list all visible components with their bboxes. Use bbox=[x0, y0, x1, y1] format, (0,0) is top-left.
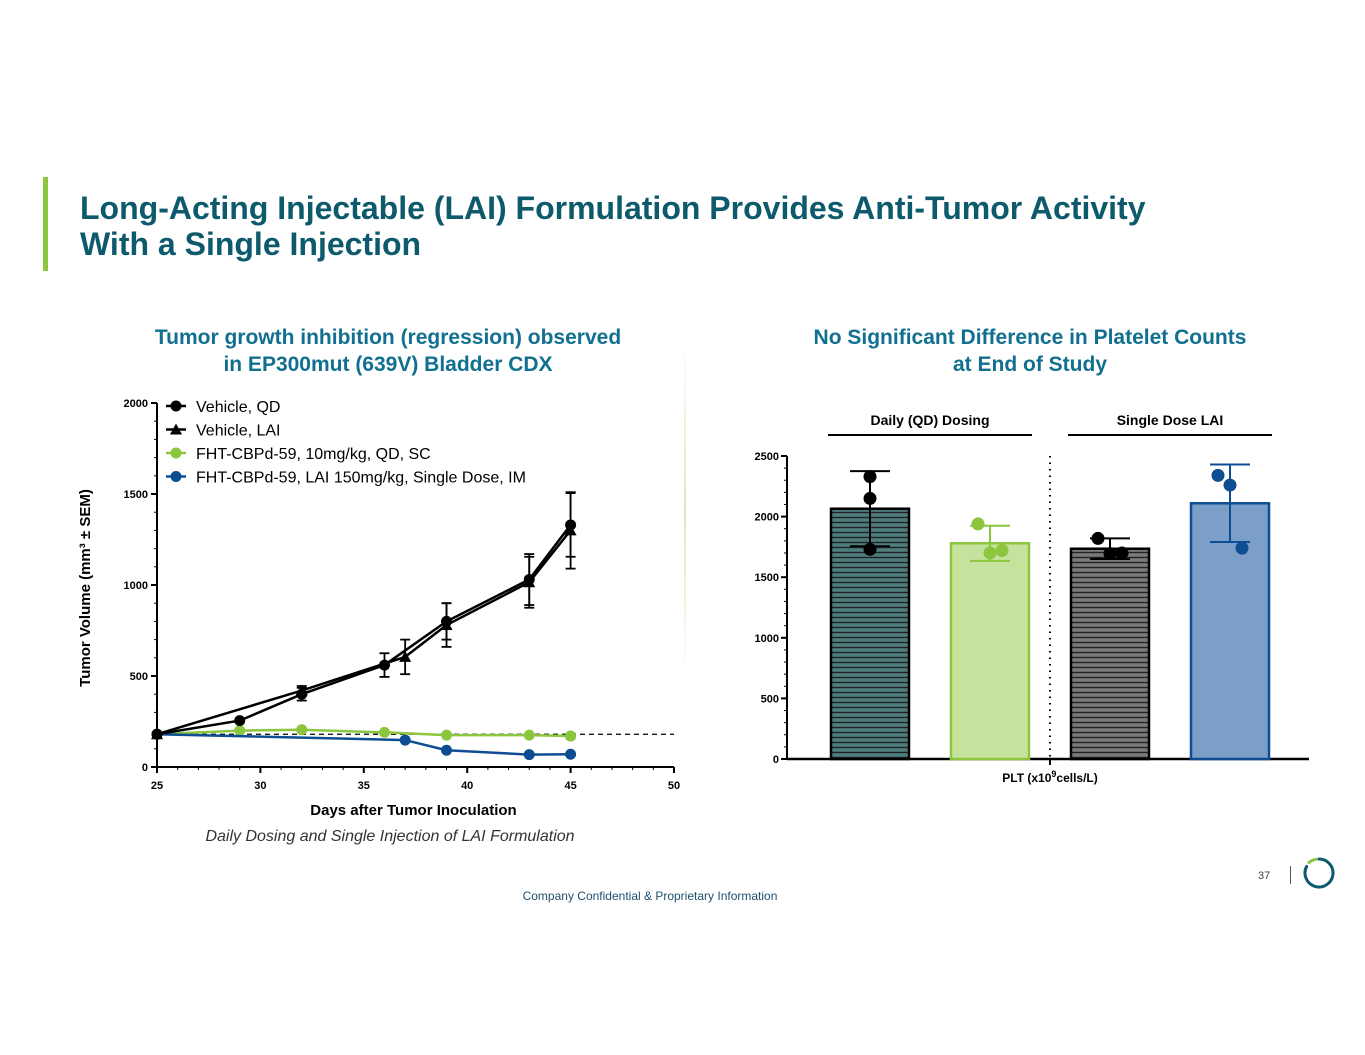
bar bbox=[1069, 547, 1151, 761]
data-point bbox=[565, 748, 577, 760]
data-point bbox=[441, 615, 453, 627]
y-tick-label: 500 bbox=[130, 671, 148, 683]
data-point bbox=[523, 729, 535, 741]
individual-data-point bbox=[1211, 468, 1225, 482]
platelet-chart-title-line2: at End of Study bbox=[953, 353, 1107, 376]
legend-marker bbox=[170, 400, 182, 412]
tumor-chart-title: Tumor growth inhibition (regression) obs… bbox=[98, 324, 678, 378]
y-tick-label: 2000 bbox=[755, 512, 779, 524]
legend-marker bbox=[170, 423, 182, 435]
y-tick-label: 2500 bbox=[755, 451, 779, 463]
title-accent-bar bbox=[43, 177, 48, 271]
y-tick-label: 1500 bbox=[755, 572, 779, 584]
bar bbox=[1189, 502, 1271, 761]
group-label: Daily (QD) Dosing bbox=[870, 412, 989, 428]
legend-label: FHT-CBPd-59, 10mg/kg, QD, SC bbox=[196, 446, 431, 463]
data-point bbox=[234, 715, 246, 727]
panel-divider bbox=[684, 340, 686, 680]
page-number: 37 bbox=[1258, 870, 1271, 882]
x-tick-label: 40 bbox=[461, 780, 473, 792]
legend-label: Vehicle, QD bbox=[196, 399, 280, 416]
data-point bbox=[296, 724, 308, 736]
individual-data-point bbox=[1103, 547, 1117, 561]
x-axis-label-superscript: 9 bbox=[1051, 769, 1056, 779]
slide-title-line1: Long-Acting Injectable (LAI) Formulation… bbox=[80, 190, 1146, 226]
x-tick-label: 30 bbox=[254, 780, 266, 792]
individual-data-point bbox=[983, 546, 997, 560]
data-point bbox=[399, 734, 411, 746]
data-point bbox=[296, 688, 308, 700]
series-line bbox=[156, 529, 572, 736]
x-axis-label: Days after Tumor Inoculation bbox=[310, 802, 516, 819]
individual-data-point bbox=[863, 542, 877, 556]
individual-data-point bbox=[1235, 541, 1249, 555]
tumor-volume-line-chart: 0 500 1000 1500 2000 25 30 35 40 45 50 Days after T… bbox=[77, 398, 680, 819]
y-tick-label: 1000 bbox=[124, 580, 148, 592]
series-line bbox=[156, 732, 571, 756]
legend-label: FHT-CBPd-59, LAI 150mg/kg, Single Dose, … bbox=[196, 470, 526, 487]
y-axis-label: Tumor Volume (mm³ ± SEM) bbox=[77, 489, 94, 687]
tumor-chart-title-line2: in EP300mut (639V) Bladder CDX bbox=[223, 353, 553, 376]
individual-data-point bbox=[971, 517, 985, 531]
platelet-chart-title-line1: No Significant Difference in Platelet Co… bbox=[813, 326, 1247, 349]
x-tick-label: 25 bbox=[151, 780, 163, 792]
platelet-bar-chart: 0 500 1000 1500 2000 2500 Daily (QD) Dosing Sin… bbox=[755, 412, 1309, 785]
platelet-chart-title: No Significant Difference in Platelet Co… bbox=[760, 324, 1300, 378]
page-separator bbox=[1290, 866, 1291, 884]
data-point bbox=[151, 728, 163, 740]
footer-text: Company Confidential & Proprietary Infor… bbox=[522, 889, 778, 903]
x-axis-label-suffix: cells/L) bbox=[1056, 771, 1097, 785]
group-label: Single Dose LAI bbox=[1117, 412, 1224, 428]
chart-caption: Daily Dosing and Single Injection of LAI… bbox=[205, 828, 575, 845]
data-point bbox=[378, 726, 390, 738]
tumor-chart-title-line1: Tumor growth inhibition (regression) obs… bbox=[154, 326, 622, 349]
data-point bbox=[523, 574, 535, 586]
y-tick-label: 0 bbox=[142, 762, 148, 774]
y-tick-label: 2000 bbox=[124, 398, 148, 410]
y-tick-label: 1500 bbox=[124, 489, 148, 501]
data-point bbox=[565, 730, 577, 742]
x-axis-label: PLT (x109cells/L) bbox=[1002, 769, 1098, 785]
individual-data-point bbox=[863, 470, 877, 484]
data-point bbox=[565, 519, 577, 531]
x-tick-label: 35 bbox=[358, 780, 370, 792]
y-tick-label: 1000 bbox=[755, 633, 779, 645]
data-point bbox=[234, 725, 246, 737]
legend-label: Vehicle, LAI bbox=[196, 423, 281, 440]
x-tick-label: 45 bbox=[564, 780, 576, 792]
individual-data-point bbox=[1115, 546, 1129, 560]
data-point bbox=[523, 749, 535, 761]
individual-data-point bbox=[863, 491, 877, 505]
individual-data-point bbox=[995, 544, 1009, 558]
data-point-triangle bbox=[399, 650, 412, 662]
data-point bbox=[441, 729, 453, 741]
data-point bbox=[441, 744, 453, 756]
individual-data-point bbox=[1091, 531, 1105, 545]
x-tick-label: 50 bbox=[668, 780, 680, 792]
circular-arc-logo-icon bbox=[1303, 857, 1335, 889]
x-axis-label-prefix: PLT (x10 bbox=[1002, 771, 1051, 785]
slide-title-line2: With a Single Injection bbox=[80, 226, 422, 262]
y-tick-label: 500 bbox=[761, 693, 779, 705]
series-line bbox=[156, 524, 572, 736]
legend-marker bbox=[170, 471, 182, 482]
y-tick-label: 0 bbox=[773, 754, 779, 766]
legend-marker bbox=[170, 447, 182, 459]
slide-title: Long-Acting Injectable (LAI) Formulation… bbox=[80, 190, 1280, 262]
data-point bbox=[378, 659, 390, 671]
bar bbox=[949, 542, 1031, 761]
individual-data-point bbox=[1223, 478, 1237, 492]
